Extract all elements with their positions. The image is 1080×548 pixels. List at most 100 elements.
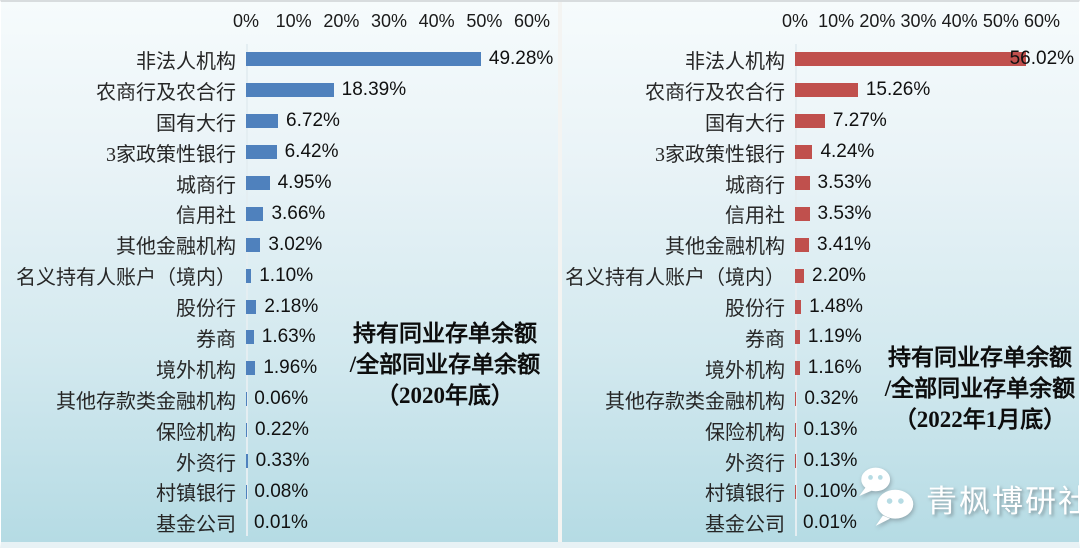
x-axis-tick: 50% (466, 11, 503, 31)
bar (246, 423, 248, 438)
bar-rows: 非法人机构 56.02% 农商行及农合行 15.26% 国有大行 7.27% 3家政策性银行… (562, 44, 1079, 538)
bar-track: 0.13% (795, 450, 1042, 472)
bar (795, 299, 802, 314)
bar-track: 1.48% (795, 296, 1042, 318)
bar-track: 0.06% (246, 388, 532, 410)
bar-row: 境外机构 1.16% (562, 353, 1079, 384)
bar-row: 国有大行 7.27% (562, 106, 1079, 137)
category-label: 保险机构 (705, 421, 785, 444)
chart-title-line: （2020年底） (376, 383, 514, 408)
bar (795, 206, 810, 221)
panel-divider (558, 2, 562, 542)
bar-row: 名义持有人账户（境内） 1.10% (1, 260, 558, 291)
bar (795, 52, 1026, 67)
category-label: 3家政策性银行 (655, 143, 785, 166)
bar (795, 361, 800, 376)
value-label: 2.20% (812, 264, 866, 286)
bar (795, 392, 797, 407)
bar-track: 0.33% (246, 450, 532, 472)
bar-row: 其他存款类金融机构 0.06% (1, 384, 558, 415)
bar-track: 3.53% (795, 203, 1042, 225)
value-label: 18.39% (341, 79, 407, 101)
value-label: 6.72% (286, 110, 340, 132)
category-label: 保险机构 (156, 421, 236, 444)
value-label: 0.10% (803, 480, 858, 502)
value-label: 49.28% (488, 48, 554, 70)
wechat-icon (859, 467, 914, 526)
value-label: 3.53% (817, 172, 872, 193)
bar (795, 330, 800, 345)
value-label: 3.66% (271, 202, 326, 224)
bar-row: 基金公司 0.01% (1, 507, 558, 538)
bar-row: 3家政策性银行 6.42% (1, 137, 558, 168)
category-label: 境外机构 (705, 359, 785, 382)
value-label: 3.53% (817, 202, 872, 224)
value-label: 15.26% (865, 79, 931, 101)
bar (246, 206, 264, 221)
category-label: 券商 (745, 328, 785, 351)
value-label: 3.02% (268, 233, 323, 255)
category-label: 其他存款类金融机构 (605, 390, 785, 413)
bar-row: 名义持有人账户（境内） 2.20% (562, 260, 1079, 291)
value-label: 0.06% (254, 388, 309, 410)
bar-track: 0.13% (795, 419, 1042, 441)
bar-track: 15.26% (795, 79, 1042, 101)
value-label: 0.33% (255, 450, 310, 472)
category-label: 券商 (196, 328, 236, 351)
bar (246, 299, 257, 314)
bar-row: 非法人机构 56.02% (562, 44, 1079, 75)
bar-row: 城商行 3.53% (562, 168, 1079, 199)
bar (795, 114, 825, 129)
bar (246, 361, 256, 376)
bar-track: 3.41% (795, 234, 1042, 256)
category-label: 名义持有人账户（境内） (16, 267, 236, 290)
category-label: 3家政策性银行 (106, 143, 236, 166)
bar (795, 145, 813, 160)
value-label: 6.42% (284, 141, 339, 163)
bar-row: 其他金融机构 3.41% (562, 229, 1079, 260)
bar-track: 1.63% (246, 326, 532, 348)
bar-row: 3家政策性银行 4.24% (562, 137, 1079, 168)
bar-row: 村镇银行 0.08% (1, 476, 558, 507)
bar-rows: 非法人机构 49.28% 农商行及农合行 18.39% 国有大行 6.72% 3家政策性银行… (1, 44, 558, 538)
chart-title-2022: 持有同业存单余额 /全部同业存单余额 （2022年1月底） (864, 342, 1079, 435)
bar (246, 454, 248, 469)
bar-track: 3.66% (246, 203, 532, 225)
category-label: 农商行及农合行 (96, 81, 236, 104)
bar-track: 0.22% (246, 419, 532, 441)
bar (246, 237, 261, 252)
category-label: 国有大行 (705, 112, 785, 135)
x-axis: 0% 10% 20% 30% 40% 50% 60% (233, 2, 550, 44)
category-label: 外资行 (176, 452, 236, 475)
bar (795, 237, 810, 252)
chart-title-line: 持有同业存单余额 (888, 345, 1072, 370)
x-axis-tick: 20% (323, 11, 360, 31)
bar-row: 村镇银行 0.10% (562, 476, 1079, 507)
watermark-text: 青枫博研社 (926, 483, 1079, 519)
x-axis-tick: 30% (900, 11, 937, 31)
chart-title-line: /全部同业存单余额 (349, 352, 541, 377)
bar-track: 0.08% (246, 481, 532, 503)
value-label: 0.08% (254, 480, 309, 502)
category-label: 名义持有人账户（境内） (565, 267, 785, 290)
value-label: 1.96% (263, 357, 318, 379)
bar (246, 52, 481, 67)
category-label: 股份行 (176, 298, 236, 321)
bar-track: 2.20% (795, 265, 1042, 287)
bar (246, 145, 277, 160)
bar-row: 其他存款类金融机构 0.32% (562, 384, 1079, 415)
bar-track: 6.42% (246, 141, 532, 163)
bar-track: 4.24% (795, 141, 1042, 163)
chart-panel-2022: 0% 10% 20% 30% 40% 50% 60% 非法人机构 56.02% 农商行及农合行 1… (562, 2, 1079, 542)
bar (795, 268, 805, 283)
bar (795, 176, 810, 190)
bar-row: 基金公司 0.01% (562, 507, 1079, 538)
bar-track: 18.39% (246, 79, 532, 101)
x-axis-tick: 0% (781, 11, 809, 31)
bar-track: 1.10% (246, 265, 532, 287)
category-label: 国有大行 (156, 112, 236, 135)
category-label: 其他金融机构 (665, 236, 785, 259)
bar-row: 券商 1.19% (562, 322, 1079, 353)
bar-row: 其他金融机构 3.02% (1, 229, 558, 260)
